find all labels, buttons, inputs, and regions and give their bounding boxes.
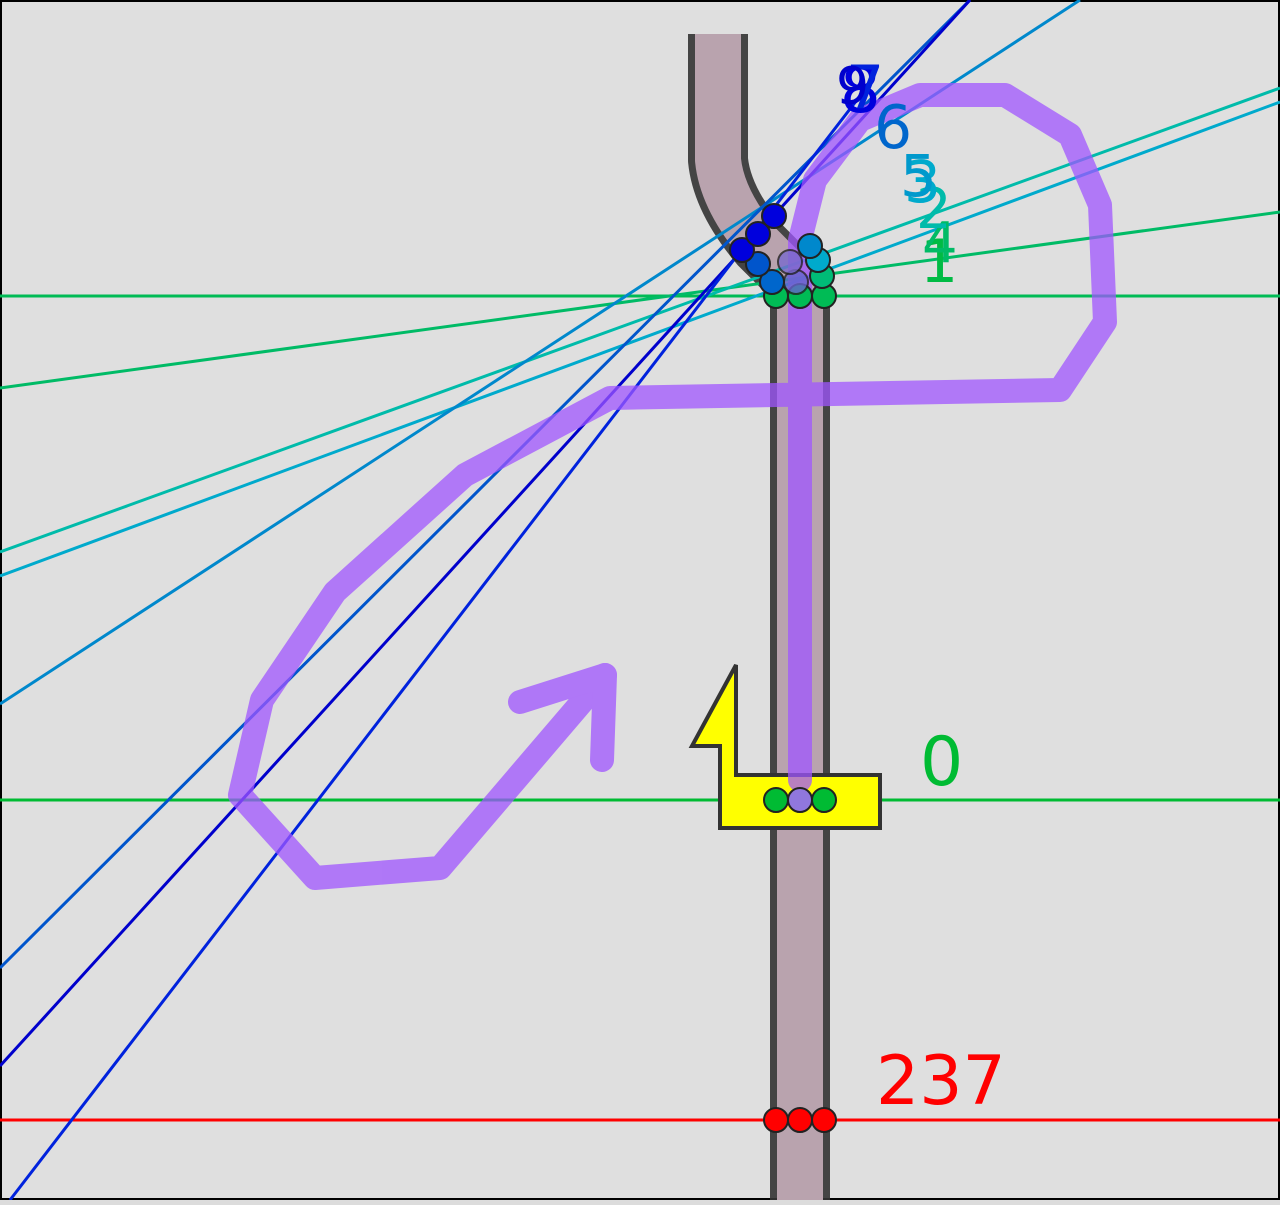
swipe-path	[228, 83, 1117, 890]
dot-green-2	[787, 787, 813, 813]
label-5: 5	[900, 142, 937, 210]
fan-line-4	[0, 210, 1280, 390]
dots	[729, 203, 837, 1133]
labels: 237 0 1 4 2 3 5 6 8 7 9	[836, 53, 1006, 1121]
label-8: 8	[840, 54, 881, 128]
dot-green-3	[811, 787, 837, 813]
dot-top-10	[745, 221, 771, 247]
fan-line-7	[8, 95, 862, 1201]
label-1: 1	[920, 227, 958, 297]
dot-top-13	[777, 249, 803, 275]
fan-line-3	[0, 100, 1280, 578]
dot-red-3	[811, 1107, 837, 1133]
dot-top-9	[729, 237, 755, 263]
label-9: 9	[836, 57, 869, 117]
label-237: 237	[876, 1042, 1006, 1121]
dot-red-2	[787, 1107, 813, 1133]
label-3: 3	[904, 148, 941, 216]
fan-line-2	[0, 86, 1280, 554]
fan-line-5	[0, 0, 1081, 706]
dot-green-1	[763, 787, 789, 813]
dot-top-6	[797, 233, 823, 259]
label-4: 4	[922, 211, 958, 276]
label-7: 7	[846, 53, 884, 123]
arrow-icon	[508, 663, 617, 772]
label-6: 6	[874, 93, 912, 163]
dot-top-11	[761, 203, 787, 229]
label-2: 2	[916, 177, 952, 242]
dot-red-1	[763, 1107, 789, 1133]
lightning-cursor-icon	[688, 664, 882, 830]
label-0: 0	[920, 723, 963, 802]
